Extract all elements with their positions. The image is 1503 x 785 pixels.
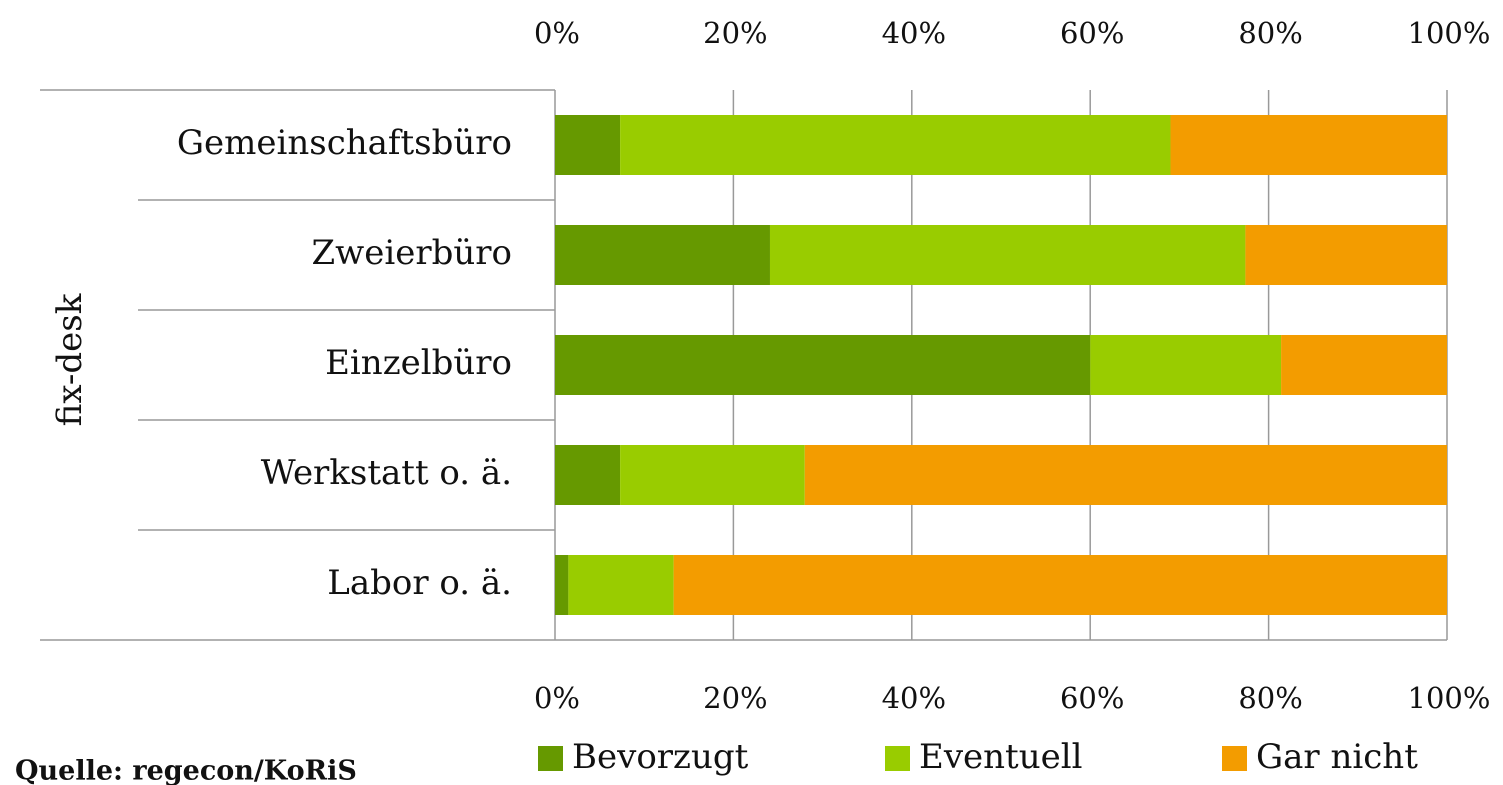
- bar-segment: [1245, 225, 1447, 285]
- x-tick-label: 100%: [1408, 681, 1491, 715]
- bar-segment: [769, 225, 1246, 285]
- x-tick-label: 0%: [534, 16, 580, 50]
- legend-swatch: [538, 746, 563, 771]
- y-tick-label: Zweierbüro: [312, 233, 512, 273]
- bar-segment: [673, 555, 1447, 615]
- y-tick-label: Werkstatt o. ä.: [261, 453, 512, 493]
- x-tick-label: 0%: [534, 681, 580, 715]
- x-tick-label: 60%: [1060, 681, 1124, 715]
- bar-segment: [555, 225, 770, 285]
- legend-swatch: [1222, 746, 1247, 771]
- x-tick-label: 20%: [703, 16, 767, 50]
- x-tick-label: 40%: [882, 16, 946, 50]
- bar-segment: [1090, 335, 1282, 395]
- y-tick-label: Labor o. ä.: [327, 563, 512, 603]
- bar-segment: [804, 445, 1447, 505]
- x-tick-label: 20%: [703, 681, 767, 715]
- bar-segment: [555, 335, 1091, 395]
- x-tick-label: 80%: [1238, 16, 1302, 50]
- bar-segment: [555, 555, 569, 615]
- bar-segment: [555, 445, 621, 505]
- bar-segment: [620, 445, 805, 505]
- source-note: Quelle: regecon/KoRiS: [15, 756, 357, 785]
- x-tick-label: 60%: [1060, 16, 1124, 50]
- x-tick-label: 40%: [882, 681, 946, 715]
- y-tick-label: Einzelbüro: [325, 343, 512, 383]
- bar-segment: [555, 115, 621, 175]
- legend-swatch: [885, 746, 910, 771]
- group-label: fix-desk: [50, 293, 90, 426]
- bar-segment: [620, 115, 1171, 175]
- x-tick-label: 80%: [1238, 681, 1302, 715]
- bar-segment: [1170, 115, 1447, 175]
- y-tick-label: Gemeinschaftsbüro: [177, 123, 512, 163]
- bar-segment: [1281, 335, 1447, 395]
- legend-label: Eventuell: [919, 737, 1082, 777]
- legend-label: Gar nicht: [1256, 737, 1418, 777]
- x-tick-label: 100%: [1408, 16, 1491, 50]
- legend-label: Bevorzugt: [572, 737, 749, 777]
- bar-segment: [568, 555, 674, 615]
